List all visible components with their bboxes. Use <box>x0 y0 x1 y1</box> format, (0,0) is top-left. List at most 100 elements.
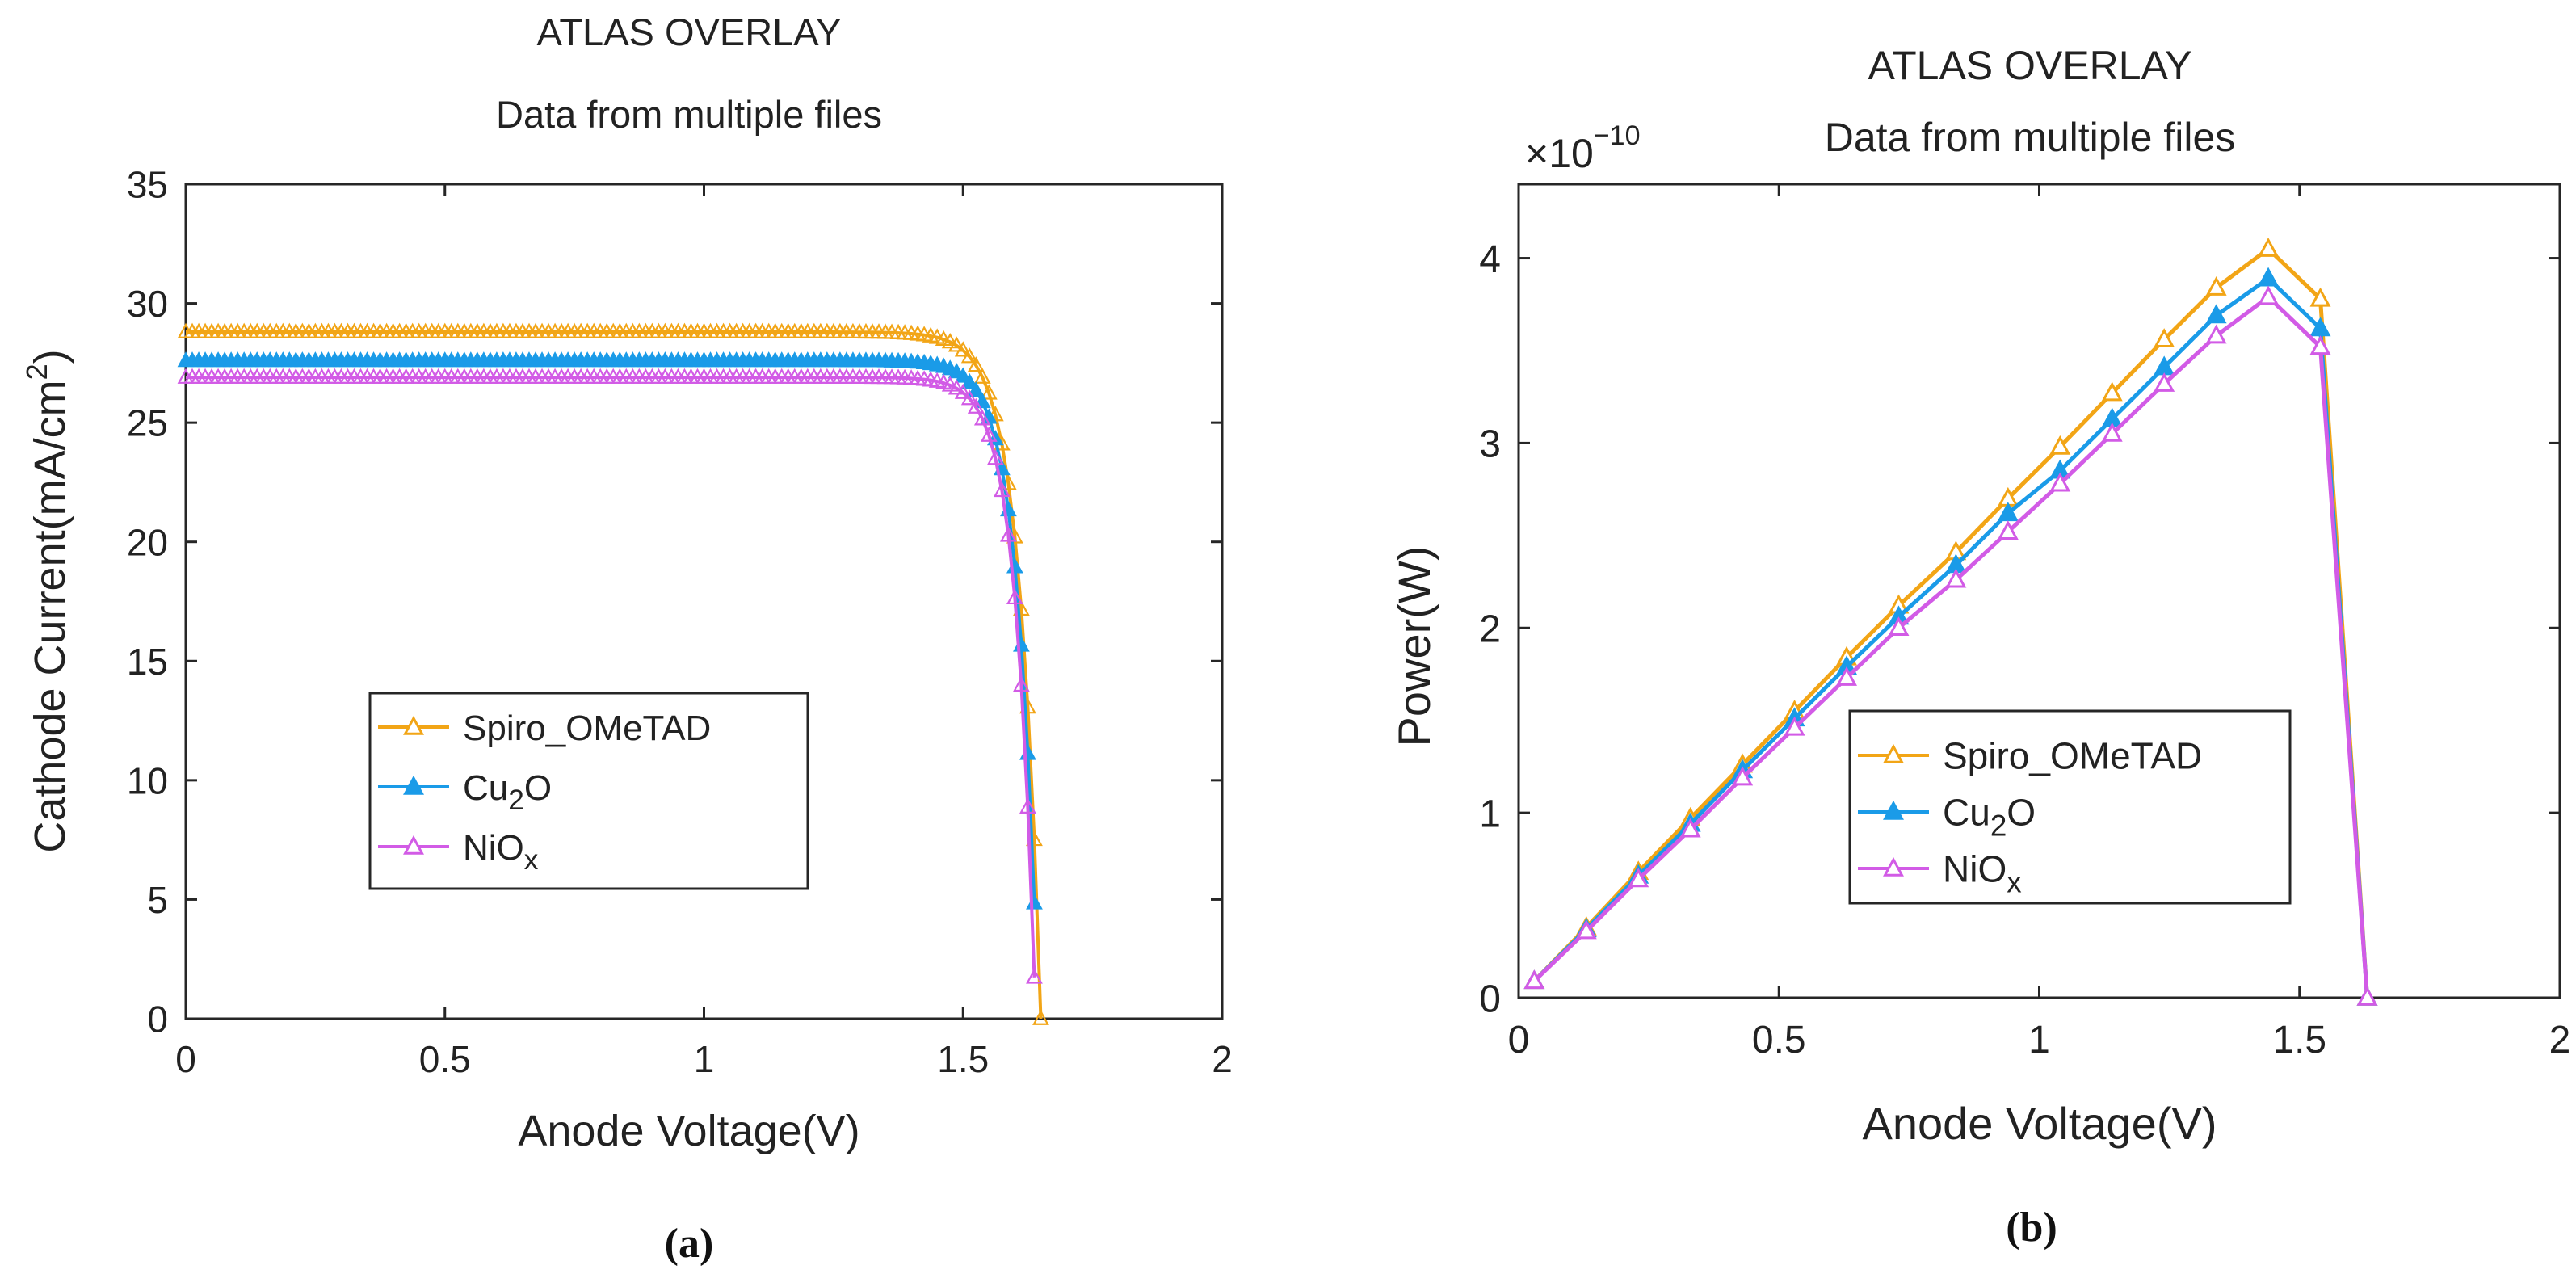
data-point <box>960 372 978 389</box>
y-tick-label: 20 <box>127 521 168 563</box>
legend-item: Spiro_OMeTAD <box>378 708 711 748</box>
data-point <box>1628 868 1649 888</box>
panel-a-label: (a) <box>665 1221 714 1267</box>
panel-a-ylabel: Cathode Current(mA/cm2) <box>20 349 74 852</box>
data-point <box>973 368 991 384</box>
data-point <box>2356 986 2378 1006</box>
data-point <box>2205 324 2227 344</box>
legend-label-main: NiO <box>1943 848 2007 890</box>
data-point <box>941 333 959 349</box>
data-point <box>2101 381 2123 402</box>
legend-item: Cu2O <box>378 768 552 816</box>
data-point <box>941 376 959 392</box>
data-point <box>1523 969 1545 990</box>
legend-label: Spiro_OMeTAD <box>1943 735 2202 777</box>
data-point <box>2205 304 2227 324</box>
panel-b-ylabel: Power(W) <box>1389 546 1439 747</box>
panel-a-ylabel-main: Cathode Current(mA/cm <box>26 380 74 852</box>
x-tick-label: 1.5 <box>2272 1019 2326 1062</box>
data-point <box>973 410 991 426</box>
legend-label-tail: O <box>2007 792 2036 834</box>
y-tick-label: 3 <box>1479 423 1501 466</box>
x-tick-label: 1.5 <box>937 1038 989 1080</box>
y-tick-label: 4 <box>1479 238 1501 281</box>
data-point <box>948 336 965 352</box>
panel-b-exponent-power: −10 <box>1594 120 1641 151</box>
legend-marker <box>1883 800 1904 820</box>
legend-label-sub: 2 <box>1990 809 2007 842</box>
y-tick-label: 0 <box>147 999 168 1041</box>
panel-b-exponent-prefix: ×10 <box>1525 131 1594 176</box>
x-tick-label: 1 <box>2028 1019 2050 1062</box>
data-point <box>993 481 1011 498</box>
legend-label-tail: O <box>524 768 552 808</box>
data-point <box>954 341 972 357</box>
panel-b-label: (b) <box>2006 1205 2057 1251</box>
legend-label: Cu2O <box>1943 792 2036 843</box>
data-point <box>1732 766 1754 786</box>
x-tick-label: 0 <box>175 1038 196 1080</box>
legend-marker <box>1883 743 1904 763</box>
legend-label-main: Cu <box>1943 792 1990 834</box>
data-point <box>1575 919 1597 940</box>
panel-a-legend: Spiro_OMeTAD Cu2O NiOx <box>368 692 809 890</box>
panel-a-x-ticks: 0 0.5 1 1.5 2 <box>175 184 1233 1080</box>
data-point <box>1026 893 1043 910</box>
data-point <box>2258 237 2280 257</box>
panel-a-ylabel-sup: 2 <box>20 364 53 380</box>
data-point <box>1013 675 1030 692</box>
y-tick-label: 35 <box>127 164 168 206</box>
panel-b-x-ticks: 0 0.5 1 1.5 2 <box>1508 184 2570 1062</box>
y-tick-label: 0 <box>1479 978 1501 1020</box>
data-point <box>2258 267 2280 287</box>
panel-a-y-ticks: 0 5 10 15 20 25 30 35 <box>127 164 1222 1041</box>
panel-a-title: ATLAS OVERLAY <box>536 11 841 53</box>
data-point <box>954 383 972 399</box>
data-point <box>1888 616 1910 637</box>
data-point <box>1679 818 1701 838</box>
y-tick-label: 30 <box>127 283 168 325</box>
data-point <box>967 381 985 397</box>
legend-label-sub: x <box>524 844 539 876</box>
legend-item: NiOx <box>1858 848 2022 898</box>
data-point <box>980 426 998 442</box>
data-point <box>2154 328 2175 347</box>
data-point <box>986 449 1004 465</box>
panel-a-xlabel: Anode Voltage(V) <box>518 1107 859 1155</box>
y-tick-label: 25 <box>127 402 168 444</box>
panel-a-subtitle: Data from multiple files <box>496 93 882 136</box>
data-point <box>980 384 998 400</box>
legend-marker <box>1883 856 1904 877</box>
data-point <box>1026 968 1043 984</box>
panel-a-series <box>177 322 1049 1025</box>
legend-marker <box>403 715 424 735</box>
legend-label-main: Spiro_OMeTAD <box>1943 735 2202 777</box>
x-tick-label: 0 <box>1508 1019 1530 1062</box>
x-tick-label: 0.5 <box>1752 1019 1806 1062</box>
data-point <box>2309 317 2331 337</box>
y-tick-label: 10 <box>127 759 168 801</box>
y-tick-label: 15 <box>127 641 168 683</box>
legend-item: NiOx <box>378 828 539 876</box>
data-point <box>1006 588 1023 605</box>
panel-b-exponent: ×10−10 <box>1525 120 1641 176</box>
legend-marker <box>403 835 424 855</box>
data-point <box>999 526 1017 542</box>
data-point <box>2205 276 2227 296</box>
x-tick-label: 1 <box>694 1038 715 1080</box>
data-point <box>2258 285 2280 305</box>
data-point <box>967 397 985 414</box>
legend-marker <box>403 775 424 795</box>
data-point <box>2049 435 2071 455</box>
x-tick-label: 0.5 <box>419 1038 471 1080</box>
data-point <box>954 367 972 383</box>
data-point <box>1019 744 1036 760</box>
data-point <box>1784 716 1805 736</box>
data-point <box>1836 666 1858 686</box>
data-point <box>967 356 985 372</box>
legend-label: Cu2O <box>463 768 552 816</box>
panel-a-plot-area <box>184 183 1224 1020</box>
legend-item: Spiro_OMeTAD <box>1858 735 2202 777</box>
